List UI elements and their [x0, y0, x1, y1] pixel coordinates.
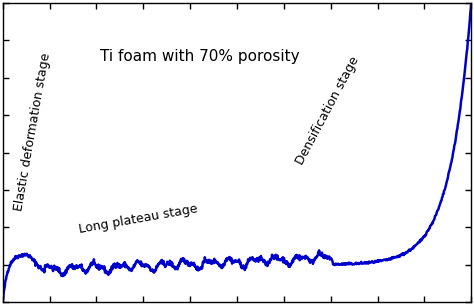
Text: Densification stage: Densification stage: [293, 55, 361, 167]
Text: Long plateau stage: Long plateau stage: [78, 203, 199, 236]
Text: Ti foam with 70% porosity: Ti foam with 70% porosity: [100, 49, 300, 64]
Text: Elastic deformation stage: Elastic deformation stage: [12, 52, 53, 212]
